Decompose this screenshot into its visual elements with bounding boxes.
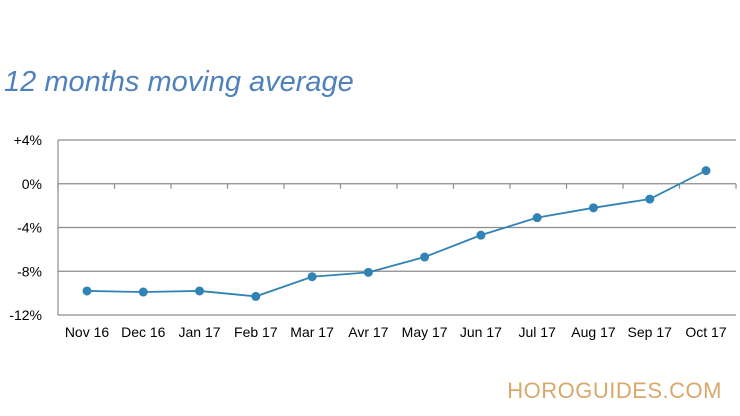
x-tick-label: Sep 17 — [628, 324, 673, 340]
x-tick-label: Nov 16 — [65, 324, 110, 340]
data-point — [82, 286, 92, 296]
data-point — [532, 213, 542, 223]
chart-title: 12 months moving average — [4, 66, 354, 98]
x-tick-label: Oct 17 — [685, 324, 726, 340]
series-line — [86, 169, 707, 298]
x-tick-label: Mar 17 — [290, 324, 334, 340]
y-tick-label: -8% — [17, 263, 42, 279]
data-point — [701, 166, 711, 176]
x-tick-label: Dec 16 — [121, 324, 166, 340]
data-point — [251, 291, 261, 301]
data-point — [138, 287, 148, 297]
y-tick-label: -4% — [17, 220, 42, 236]
x-tick-label: Jan 17 — [179, 324, 221, 340]
x-tick-label: Aug 17 — [571, 324, 616, 340]
x-tick-label: May 17 — [402, 324, 448, 340]
data-point — [645, 194, 655, 204]
x-tick-label: Feb 17 — [234, 324, 278, 340]
data-point — [476, 230, 486, 240]
watermark: HOROGUIDES.COM — [507, 378, 722, 403]
data-point — [420, 252, 430, 262]
y-tick-label: +4% — [14, 132, 42, 148]
data-point — [588, 203, 598, 213]
y-tick-label: -12% — [9, 307, 42, 323]
x-tick-label: Jul 17 — [519, 324, 557, 340]
data-point — [195, 286, 205, 296]
data-point — [363, 267, 373, 277]
x-tick-label: Jun 17 — [460, 324, 502, 340]
y-tick-label: 0% — [22, 176, 42, 192]
data-point — [307, 272, 317, 282]
x-tick-label: Avr 17 — [348, 324, 388, 340]
